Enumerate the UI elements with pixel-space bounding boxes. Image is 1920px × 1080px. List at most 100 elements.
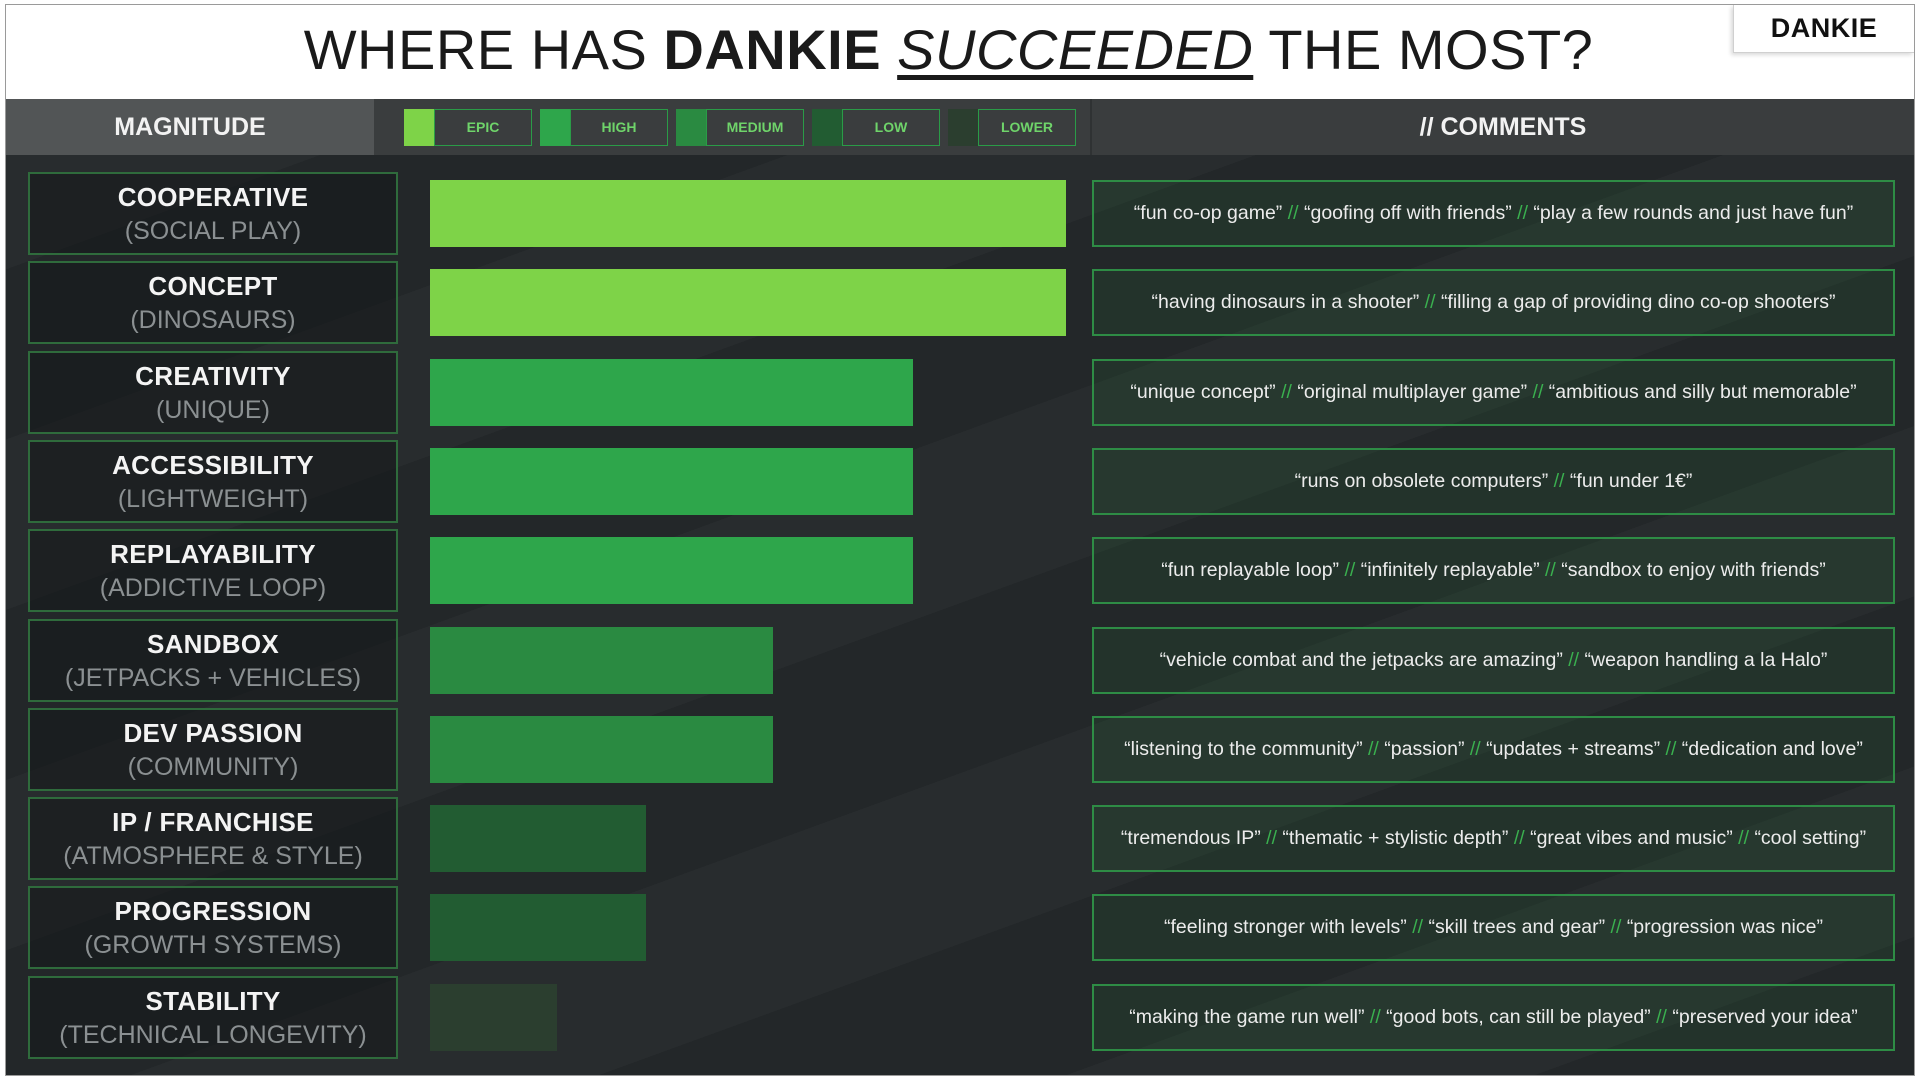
category-name: PROGRESSION — [114, 896, 312, 927]
category-label: DEV PASSION (COMMUNITY) — [28, 707, 398, 791]
category-label: SANDBOX (JETPACKS + VEHICLES) — [28, 618, 398, 702]
comment-separator: // — [1469, 737, 1481, 760]
bar-ip-franchise — [430, 805, 646, 873]
legend-label: MEDIUM — [706, 109, 804, 146]
legend-swatch — [404, 109, 434, 146]
comment-box: “listening to the community” // “passion… — [1092, 715, 1895, 783]
comment-separator: // — [1738, 827, 1750, 850]
comment-separator: // — [1368, 737, 1379, 760]
slide: WHERE HAS DANKIE SUCCEEDED THE MOST? DAN… — [5, 4, 1915, 1076]
legend-swatch — [676, 109, 706, 146]
category-name: CREATIVITY — [135, 360, 291, 391]
comment-quote: “fun replayable loop” — [1161, 559, 1340, 582]
comment-box: “having dinosaurs in a shooter” // “fill… — [1092, 269, 1895, 337]
bar-accessibility — [430, 447, 913, 515]
comment-quote: “good bots, can still be played” — [1386, 1005, 1651, 1028]
comment-quote: “weapon handling a la Halo” — [1584, 648, 1828, 671]
legend-label: LOWER — [978, 109, 1076, 146]
comment-separator: // — [1610, 916, 1622, 939]
comment-quote: “great vibes and music” — [1530, 827, 1733, 850]
comment-separator: // — [1287, 202, 1299, 224]
category-subtitle: (SOCIAL PLAY) — [124, 217, 302, 245]
comment-quote: “skill trees and gear” — [1428, 916, 1606, 939]
category-label: PROGRESSION (GROWTH SYSTEMS) — [28, 886, 398, 970]
category-label: IP / FRANCHISE (ATMOSPHERE & STYLE) — [28, 797, 398, 881]
bar-sandbox — [430, 626, 773, 694]
page-title: WHERE HAS DANKIE SUCCEEDED THE MOST? — [6, 17, 1891, 82]
legend-label: EPIC — [434, 109, 532, 146]
category-subtitle: (LIGHTWEIGHT) — [117, 484, 309, 513]
category-label: CREATIVITY (UNIQUE) — [28, 350, 398, 434]
comment-separator: // — [1553, 469, 1565, 492]
comment-quote: “fun under 1€” — [1569, 469, 1693, 492]
title-part-1: WHERE HAS — [303, 18, 648, 81]
comments-header: // COMMENTS — [1090, 99, 1914, 155]
comment-quote: “feeling stronger with levels” — [1164, 916, 1407, 939]
comment-box: “fun replayable loop” // “infinitely rep… — [1092, 537, 1895, 605]
comment-quote: “fun co-op game” — [1133, 202, 1283, 224]
category-name: ACCESSIBILITY — [112, 449, 314, 480]
comment-box: “vehicle combat and the jetpacks are ama… — [1092, 626, 1895, 694]
title-bar: WHERE HAS DANKIE SUCCEEDED THE MOST? DAN… — [6, 5, 1914, 99]
comment-box: “runs on obsolete computers” // “fun und… — [1092, 447, 1895, 515]
category-name: CONCEPT — [148, 271, 278, 302]
comment-quote: “sandbox to enjoy with friends” — [1561, 559, 1826, 582]
comment-quote: “thematic + stylistic depth” — [1282, 827, 1509, 850]
legend-swatch — [540, 109, 570, 146]
bar-creativity — [430, 358, 913, 426]
category-label: ACCESSIBILITY (LIGHTWEIGHT) — [28, 439, 398, 523]
magnitude-header: MAGNITUDE — [6, 99, 374, 155]
comment-separator: // — [1424, 291, 1436, 314]
comment-separator: // — [1656, 1005, 1667, 1028]
comment-quote: “infinitely replayable” — [1360, 559, 1540, 582]
category-subtitle: (TECHNICAL LONGEVITY) — [59, 1020, 367, 1049]
comment-quote: “dedication and love” — [1681, 737, 1863, 760]
comment-quote: “cool setting” — [1754, 827, 1867, 850]
comment-quote: “making the game run well” — [1129, 1005, 1365, 1028]
legend-label: LOW — [842, 109, 940, 146]
comment-quote: “runs on obsolete computers” — [1294, 469, 1549, 492]
title-part-3: SUCCEEDED — [897, 18, 1254, 81]
comment-separator: // — [1513, 827, 1525, 850]
category-subtitle: (GROWTH SYSTEMS) — [84, 931, 342, 960]
legend: EPIC HIGH MEDIUM LOW LOWER — [374, 99, 1090, 155]
comment-separator: // — [1568, 648, 1580, 671]
title-part-4: THE MOST? — [1268, 18, 1594, 81]
category-subtitle: (DINOSAURS) — [130, 306, 296, 335]
category-subtitle: (COMMUNITY) — [127, 752, 299, 781]
comment-quote: “vehicle combat and the jetpacks are ama… — [1159, 648, 1563, 671]
comment-box: “feeling stronger with levels” // “skill… — [1092, 894, 1895, 962]
comment-separator: // — [1369, 1005, 1381, 1028]
category-label: COOPERATIVE (SOCIAL PLAY) — [28, 172, 398, 255]
category-name: SANDBOX — [146, 628, 280, 659]
logo: DANKIE — [1733, 5, 1914, 53]
category-name: STABILITY — [145, 985, 281, 1016]
bar-cooperative — [430, 180, 1066, 247]
category-name: REPLAYABILITY — [110, 539, 316, 570]
comment-box: “fun co-op game” // “goofing off with fr… — [1092, 180, 1895, 247]
bar-replayability — [430, 537, 913, 605]
comment-quote: “progression was nice” — [1626, 916, 1823, 939]
comment-quote: “goofing off with friends” — [1303, 202, 1512, 224]
comment-separator: // — [1281, 380, 1292, 403]
category-name: DEV PASSION — [123, 717, 303, 748]
chart-board: MAGNITUDE EPIC HIGH MEDIUM LOW LOWER // COMM… — [6, 99, 1914, 1075]
comment-quote: “play a few rounds and just have fun” — [1533, 202, 1854, 224]
bar-progression — [430, 894, 646, 962]
comment-separator: // — [1517, 202, 1528, 224]
comment-quote: “original multiplayer game” — [1297, 380, 1528, 403]
comment-quote: “passion” — [1384, 737, 1465, 760]
category-subtitle: (ADDICTIVE LOOP) — [99, 574, 327, 603]
title-part-2: DANKIE — [663, 18, 882, 81]
bar-concept — [430, 269, 1066, 337]
comment-quote: “unique concept” — [1130, 380, 1276, 403]
comment-separator: // — [1344, 559, 1356, 582]
category-name: COOPERATIVE — [117, 182, 309, 212]
legend-swatch — [812, 109, 842, 146]
comment-box: “tremendous IP” // “thematic + stylistic… — [1092, 805, 1895, 873]
comment-quote: “filling a gap of providing dino co-op s… — [1440, 291, 1836, 314]
category-name: IP / FRANCHISE — [112, 807, 314, 838]
legend-label: HIGH — [570, 109, 668, 146]
comment-separator: // — [1412, 916, 1424, 939]
category-label: CONCEPT (DINOSAURS) — [28, 261, 398, 345]
